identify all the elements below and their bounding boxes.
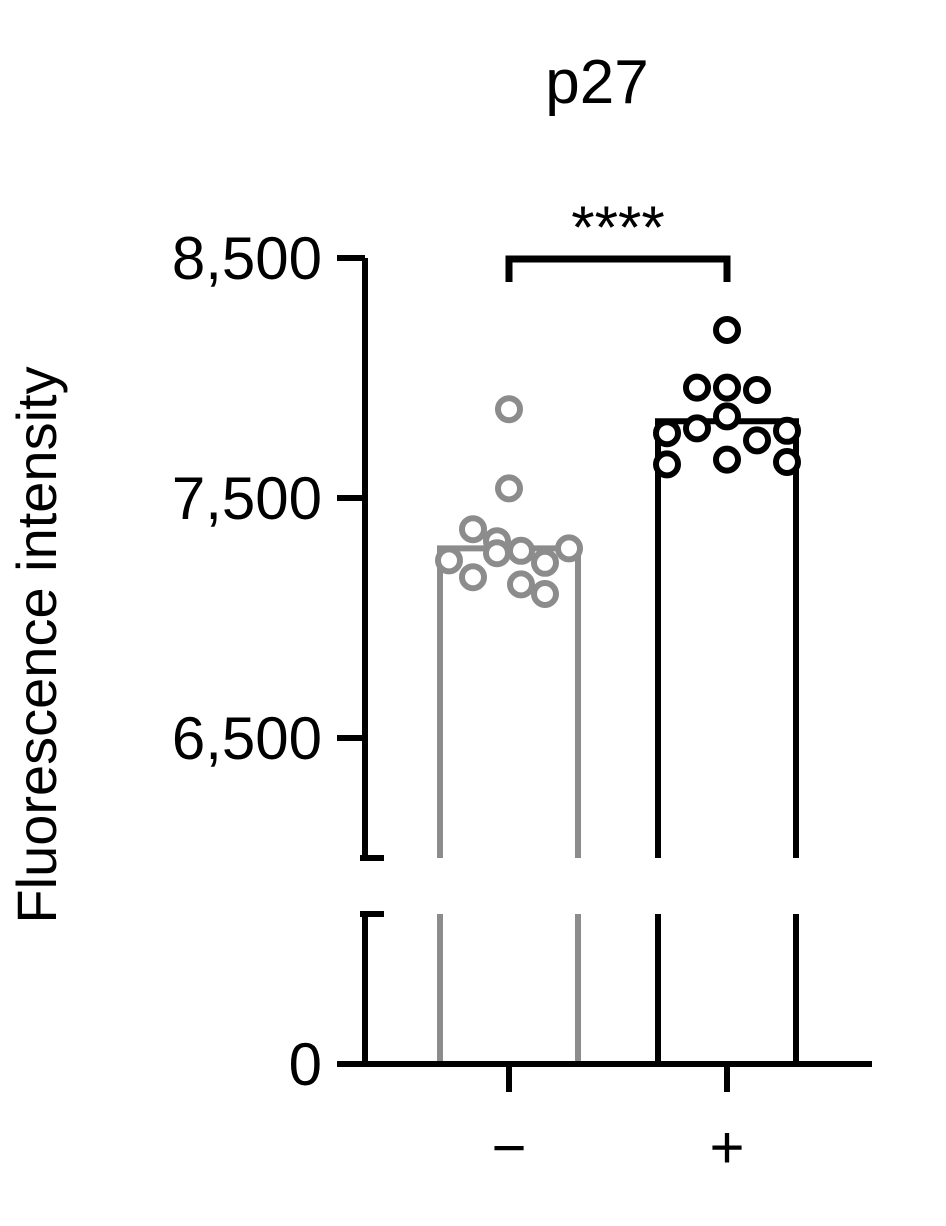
y-tick-label: 6,500: [172, 705, 322, 772]
significance-bracket: ****: [505, 194, 731, 282]
bars: [437, 418, 799, 1064]
y-tick-label: 7,500: [172, 465, 322, 532]
data-point: [773, 416, 801, 445]
data-point: [435, 546, 463, 575]
y-axis: [337, 258, 872, 1067]
data-point: [653, 419, 681, 448]
x-ticks: − +: [491, 1064, 745, 1181]
data-point: [531, 580, 559, 608]
bar-minus: [437, 545, 581, 1064]
data-point: [495, 395, 523, 424]
bar-outline-upper: [655, 418, 799, 858]
data-point: [531, 548, 559, 577]
data-points: [435, 316, 801, 608]
data-point: [483, 539, 511, 568]
y-tick-label: 0: [289, 1031, 322, 1098]
data-point: [653, 450, 681, 479]
data-point: [713, 402, 741, 431]
x-tick-label: −: [491, 1114, 526, 1181]
data-point: [495, 474, 523, 503]
significance-line: [505, 255, 731, 282]
y-tick-label: 8,500: [172, 225, 322, 292]
data-point: [507, 536, 535, 565]
data-point: [459, 563, 487, 592]
data-point: [713, 373, 741, 402]
data-point: [773, 448, 801, 476]
x-tick-label: +: [709, 1114, 744, 1181]
data-point: [713, 316, 741, 344]
y-ticks: 8,500 7,500 6,500 0: [172, 225, 365, 1098]
significance-label: ****: [571, 194, 664, 261]
data-point: [743, 426, 771, 455]
data-point: [507, 570, 535, 599]
bar-plus: [655, 418, 799, 1064]
chart-title: p27: [545, 48, 648, 117]
data-point: [683, 414, 711, 443]
data-point: [555, 534, 583, 563]
data-point: [683, 373, 711, 402]
data-point: [743, 376, 771, 404]
data-point: [713, 445, 741, 474]
data-point: [459, 515, 487, 544]
y-axis-label: Fluorescence intensity: [5, 366, 68, 923]
